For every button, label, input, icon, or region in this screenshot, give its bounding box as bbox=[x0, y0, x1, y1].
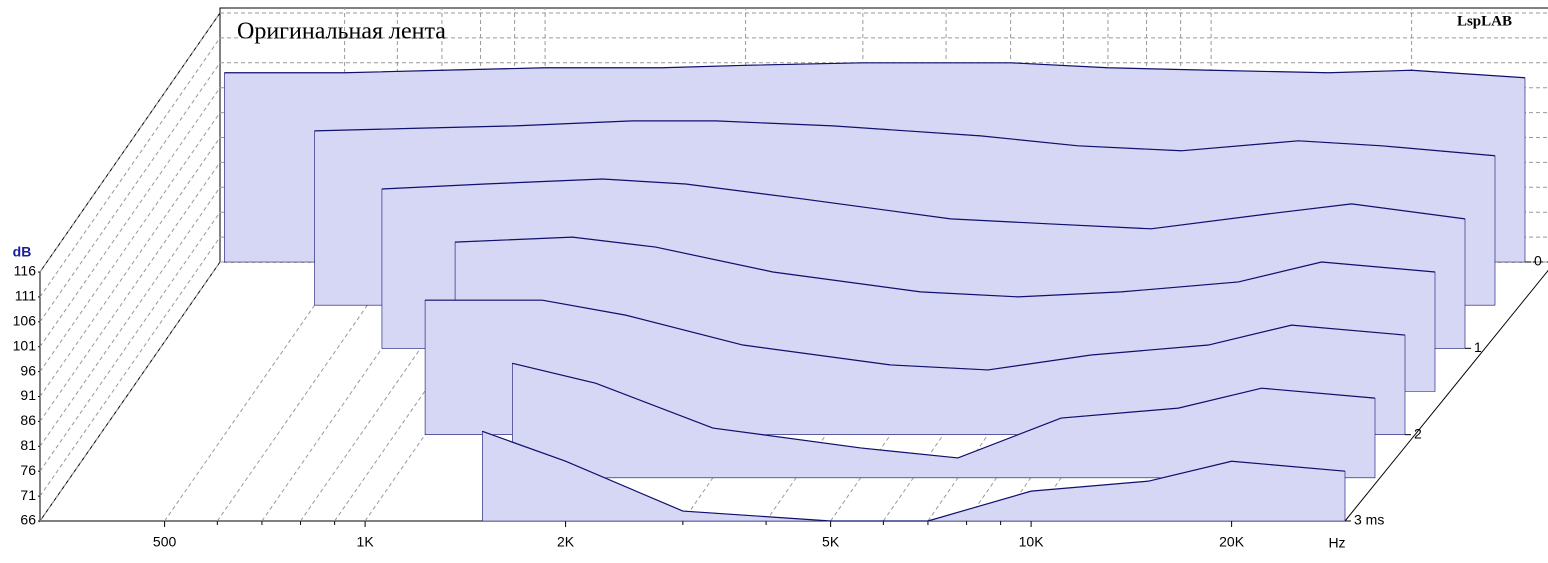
grid-line bbox=[39, 162, 221, 422]
grid-line bbox=[39, 211, 221, 472]
z-tick-label: 0 bbox=[1534, 253, 1542, 269]
grid-line bbox=[39, 12, 221, 273]
x-axis-label: Hz bbox=[1328, 535, 1345, 551]
slice-line bbox=[224, 62, 1526, 79]
y-axis-label: dB bbox=[13, 244, 32, 260]
y-tick-label: 101 bbox=[13, 337, 37, 353]
grid-line bbox=[39, 137, 221, 397]
y-tick-label: 81 bbox=[20, 437, 36, 453]
grid-line bbox=[39, 37, 221, 298]
y-tick-label: 71 bbox=[20, 487, 36, 503]
grid-line bbox=[39, 87, 221, 347]
x-tick-label: 500 bbox=[153, 534, 177, 550]
grid-line bbox=[39, 261, 221, 522]
slice-line bbox=[314, 120, 1496, 157]
y-tick-label: 76 bbox=[20, 462, 36, 478]
y-tick-label: 106 bbox=[13, 313, 37, 329]
x-tick-label: 2K bbox=[557, 534, 575, 550]
slice-line bbox=[512, 362, 1376, 459]
y-tick-label: 66 bbox=[20, 512, 36, 528]
y-tick-label: 86 bbox=[20, 412, 36, 428]
slice-line bbox=[482, 430, 1346, 522]
x-tick-label: 1K bbox=[357, 534, 375, 550]
grid-line bbox=[39, 187, 221, 447]
chart-title: Оригинальная лента bbox=[237, 19, 446, 45]
grid-line bbox=[39, 62, 221, 323]
y-tick-label: 111 bbox=[15, 288, 36, 304]
y-tick-label: 91 bbox=[20, 387, 36, 403]
z-tick-label: 2 bbox=[1414, 425, 1422, 441]
brand: LspLAB bbox=[1457, 13, 1512, 29]
y-tick-label: 116 bbox=[14, 263, 37, 279]
x-tick-label: 10K bbox=[1019, 534, 1045, 550]
z-tick-label: 1 bbox=[1474, 339, 1482, 355]
grid-line bbox=[39, 236, 221, 497]
z-tick-label: 3 ms bbox=[1354, 512, 1384, 528]
y-tick-label: 96 bbox=[20, 362, 36, 378]
slice-line bbox=[455, 236, 1436, 298]
grid-line bbox=[39, 112, 221, 372]
slice-line bbox=[381, 178, 1466, 230]
slice-line bbox=[425, 299, 1406, 371]
x-tick-label: 20K bbox=[1219, 534, 1245, 550]
x-tick-label: 5K bbox=[822, 534, 840, 550]
